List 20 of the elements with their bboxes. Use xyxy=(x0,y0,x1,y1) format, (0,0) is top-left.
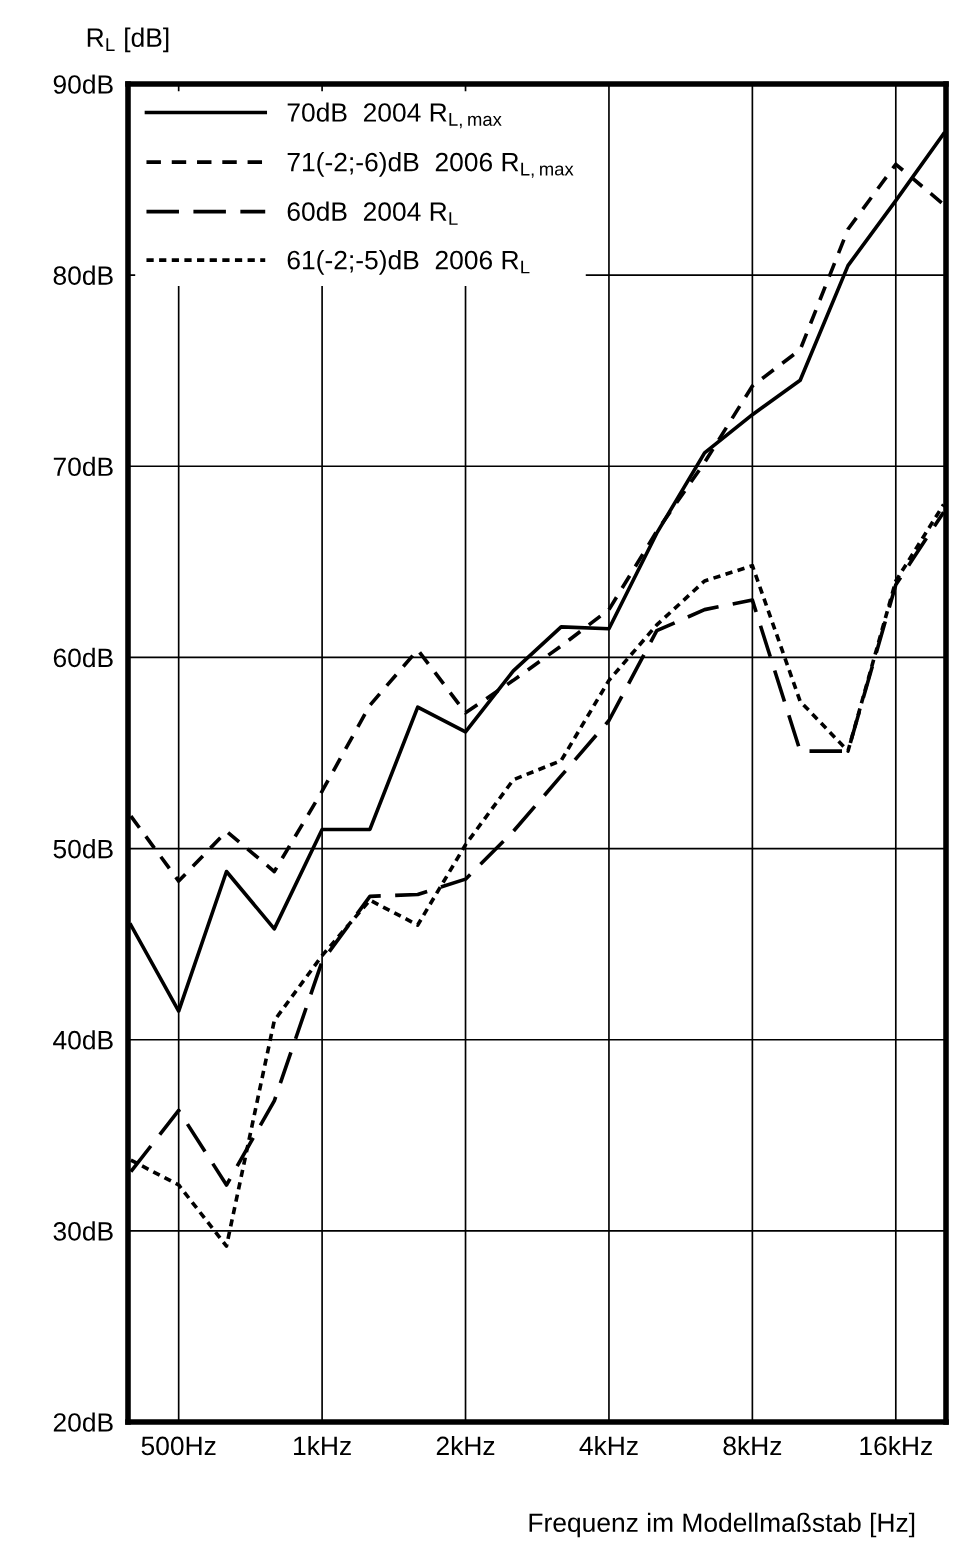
x-tick-label: 500Hz xyxy=(141,1436,216,1456)
y-axis-title: R$_{L}$ [dB] xyxy=(87,27,169,53)
y-tick-label: 60dB xyxy=(53,647,113,668)
y-tick-label: 20dB xyxy=(53,1412,113,1432)
x-tick-label: 8kHz xyxy=(723,1435,782,1456)
legend-label: 61(-2;-5)dB 2006 R$_{L}$ xyxy=(287,250,530,275)
y-tick-label: 70dB xyxy=(53,456,113,477)
y-tick-label: 30dB xyxy=(53,1221,113,1241)
legend-label: 70dB 2004 R$_{L,max}$ xyxy=(287,102,502,129)
y-tick-label: 40dB xyxy=(53,1030,113,1050)
legend-label: 60dB 2004 R$_{L}$ xyxy=(287,201,458,225)
x-tick-label: 1kHz xyxy=(294,1435,351,1456)
x-axis-title: Frequenz im Modellmaßstab [Hz] xyxy=(529,1512,915,1538)
x-tick-label: 4kHz xyxy=(579,1435,638,1456)
y-tick-label: 50dB xyxy=(53,839,113,859)
x-tick-label: 2kHz xyxy=(436,1435,495,1456)
y-tick-label: 80dB xyxy=(53,265,113,285)
y-tick-label: 90dB xyxy=(53,74,113,94)
legend-label: 71(-2;-6)dB 2006 R$_{L,max}$ xyxy=(287,152,574,178)
x-tick-label: 16kHz xyxy=(860,1435,932,1456)
